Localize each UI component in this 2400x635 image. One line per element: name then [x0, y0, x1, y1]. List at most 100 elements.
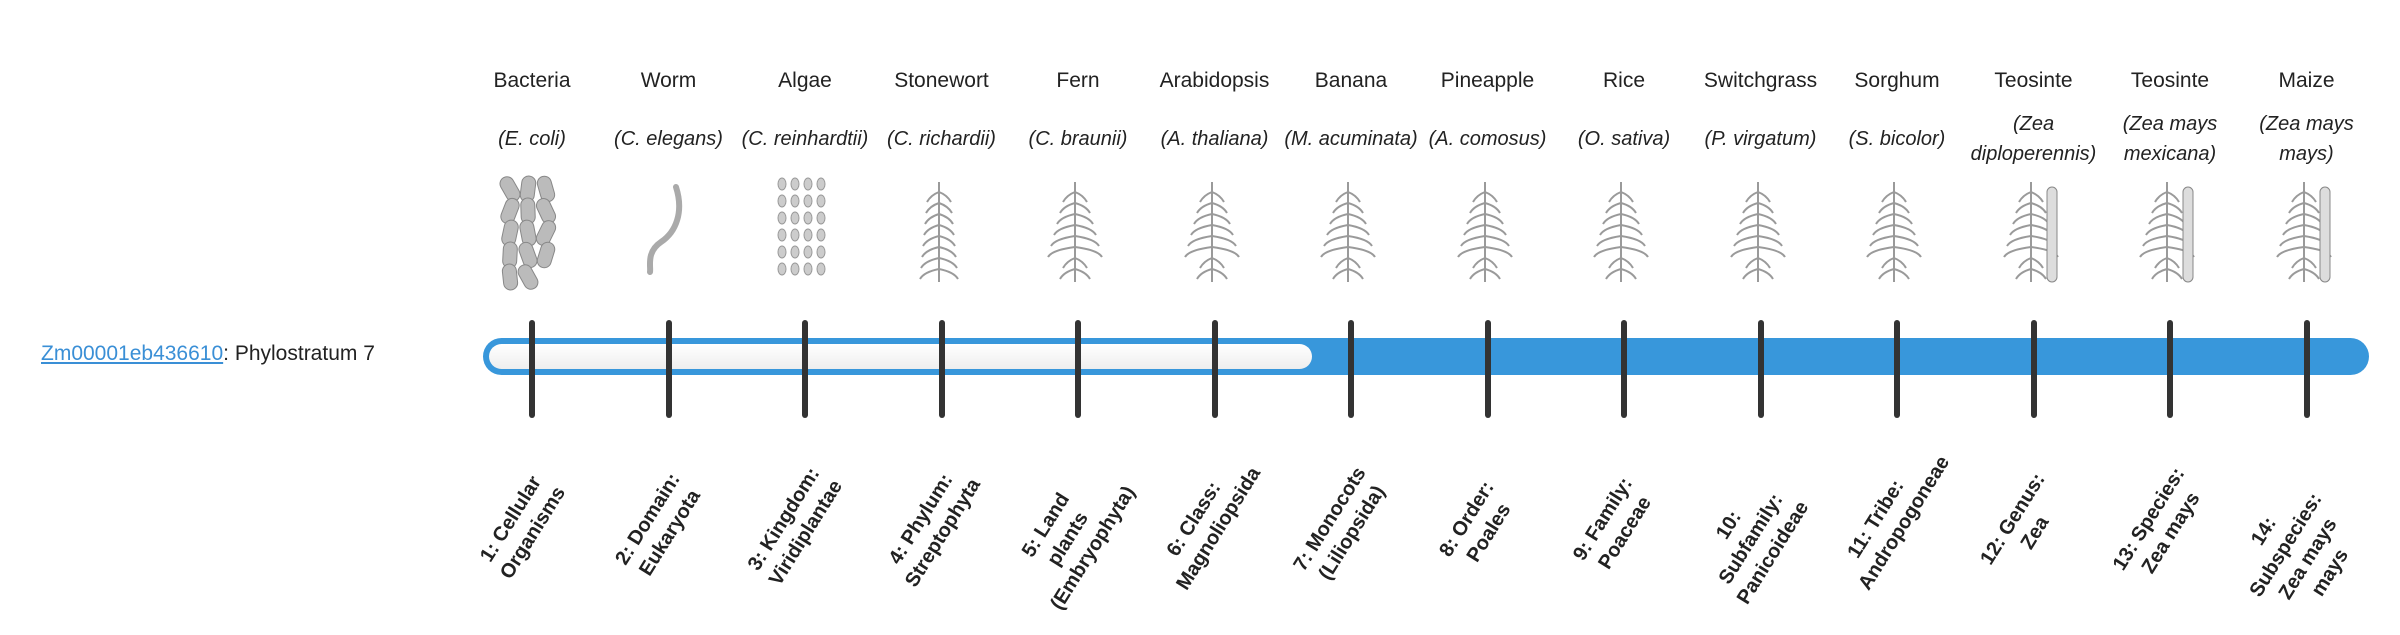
stratum-tick — [1211, 320, 1218, 418]
stratum-rank-label: 8: Order: Poales — [1434, 477, 1515, 567]
organism-column: Fern (C. braunii) — [1010, 66, 1146, 292]
fern-icon — [1010, 172, 1146, 292]
organism-column: Sorghum (S. bicolor) — [1829, 66, 1965, 292]
latin-text: (Zea diploperennis) — [1970, 113, 2097, 165]
bacteria-icon — [464, 172, 600, 292]
organism-name: Teosinte — [1994, 69, 2073, 92]
gene-label: Zm00001eb436610: Phylostratum 7 — [41, 342, 375, 366]
organism-name: Teosinte — [2130, 69, 2210, 92]
organism-name: Sorghum — [1854, 69, 1940, 92]
stratum-rank-label: 1: Cellular Organisms — [476, 472, 571, 584]
stratum-tick — [1484, 320, 1491, 418]
organism-column: Arabidopsis (A. thaliana) — [1147, 66, 1283, 292]
organism-latin-name: (M. acuminata) — [1283, 106, 1419, 172]
organism-latin-name: (S. bicolor) — [1829, 106, 1965, 172]
stratum-tick — [2303, 320, 2310, 418]
maize-icon — [2239, 172, 2375, 292]
organism-name: Bacteria — [493, 69, 571, 92]
banana-icon — [1283, 172, 1419, 292]
latin-text: (A. thaliana) — [1160, 128, 1269, 150]
phylostratum-bar-empty — [489, 344, 1312, 369]
latin-text: (C. elegans) — [614, 128, 723, 150]
stratum-rank-label: 9: Family: Poaceae — [1568, 473, 1656, 574]
switchgrass-icon — [1693, 172, 1829, 292]
teosinte-icon — [1966, 172, 2102, 292]
organism-name: Switchgrass — [1703, 69, 1818, 92]
latin-text: (A. comosus) — [1428, 128, 1547, 150]
phylostratum-bar — [483, 338, 2369, 375]
algae-icon — [737, 172, 873, 292]
organism-latin-name: (C. braunii) — [1010, 106, 1146, 172]
latin-text: (S. bicolor) — [1848, 128, 1946, 150]
stratum-rank-label: 4: Phylum: Streptophyta — [884, 469, 985, 592]
latin-text: (Zea mays mays) — [2259, 113, 2354, 165]
sorghum-icon — [1829, 172, 1965, 292]
organism-column: Worm (C. elegans) — [601, 66, 737, 292]
stratum-rank-label: 12: Genus: Zea — [1975, 469, 2053, 569]
organism-column: Algae (C. reinhardtii) — [737, 66, 873, 292]
worm-icon — [601, 172, 737, 292]
organism-latin-name: (A. thaliana) — [1147, 106, 1283, 172]
stratum-rank-label: 7: Monocots (Liliopsida) — [1289, 463, 1390, 584]
organism-column: Bacteria (E. coli) — [464, 66, 600, 292]
latin-text: (O. sativa) — [1577, 128, 1671, 150]
organism-latin-name: (P. virgatum) — [1693, 106, 1829, 172]
organism-name: Stonewort — [894, 69, 989, 92]
stratum-tick — [802, 320, 808, 418]
organism-name: Pineapple — [1440, 69, 1535, 92]
organism-column: Rice (O. sativa) — [1556, 66, 1692, 292]
stratum-tick — [2167, 320, 2173, 418]
stratum-rank-label: 3: Kingdom: Viridiplantae — [743, 463, 848, 590]
organism-name: Banana — [1314, 69, 1388, 92]
organism-latin-name: (O. sativa) — [1556, 106, 1692, 172]
organism-name: Maize — [2278, 69, 2335, 92]
stratum-tick — [1348, 320, 1354, 418]
organism-name: Worm — [640, 69, 697, 92]
stratum-rank-label: 14: Subspecies: Zea mays mays — [2244, 489, 2353, 604]
latin-text: (C. richardii) — [887, 128, 996, 150]
phylostratum-label: : Phylostratum 7 — [223, 342, 375, 365]
stratum-rank-label: 6: Class: Magnoliopsida — [1162, 463, 1265, 594]
organism-latin-name: (Zea diploperennis) — [1966, 106, 2102, 172]
teosinte-mexicana-icon — [2102, 172, 2238, 292]
organism-latin-name: (C. reinhardtii) — [737, 106, 873, 172]
gene-link[interactable]: Zm00001eb436610 — [41, 342, 224, 365]
stratum-tick — [2030, 320, 2037, 418]
organism-column: Switchgrass (P. virgatum) — [1693, 66, 1829, 292]
latin-text: (C. reinhardtii) — [741, 128, 869, 150]
stratum-tick — [1894, 320, 1900, 418]
rice-icon — [1556, 172, 1692, 292]
stratum-tick — [529, 320, 535, 418]
organism-column: Maize (Zea mays mays) — [2239, 66, 2375, 292]
stratum-rank-label: 2: Domain: Eukaryota — [610, 469, 705, 580]
stonewort-icon — [874, 172, 1010, 292]
organism-name: Fern — [1056, 69, 1100, 92]
organism-column: Teosinte (Zea diploperennis) — [1966, 66, 2102, 292]
organism-name: Arabidopsis — [1159, 69, 1270, 92]
organism-latin-name: (C. richardii) — [874, 106, 1010, 172]
stratum-tick — [1621, 320, 1627, 418]
organism-latin-name: (A. comosus) — [1420, 106, 1556, 172]
organism-latin-name: (C. elegans) — [601, 106, 737, 172]
stratum-rank-label: 11: Tribe: Andropogoneae — [1843, 452, 1955, 594]
organism-latin-name: (Zea mays mays) — [2239, 106, 2375, 172]
latin-text: (P. virgatum) — [1704, 128, 1817, 150]
latin-text: (C. braunii) — [1028, 128, 1128, 150]
stratum-tick — [665, 320, 672, 418]
organism-name: Rice — [1602, 69, 1645, 92]
stratum-rank-label: 5: Land plants (Embryophyta) — [1017, 482, 1140, 614]
latin-text: (M. acuminata) — [1284, 128, 1418, 150]
latin-text: (Zea mays mexicana) — [2122, 113, 2218, 165]
latin-text: (E. coli) — [498, 128, 566, 150]
organism-column: Stonewort (C. richardii) — [874, 66, 1010, 292]
organism-latin-name: (E. coli) — [464, 106, 600, 172]
stratum-rank-label: 10: Subfamily: Panicoideae — [1711, 489, 1813, 609]
pineapple-icon — [1420, 172, 1556, 292]
organism-name: Algae — [778, 69, 832, 92]
organism-latin-name: (Zea mays mexicana) — [2102, 106, 2238, 172]
stratum-tick — [1075, 320, 1081, 418]
stratum-tick — [938, 320, 945, 418]
organism-column: Teosinte (Zea mays mexicana) — [2102, 66, 2238, 292]
organism-column: Pineapple (A. comosus) — [1420, 66, 1556, 292]
organism-column: Banana (M. acuminata) — [1283, 66, 1419, 292]
